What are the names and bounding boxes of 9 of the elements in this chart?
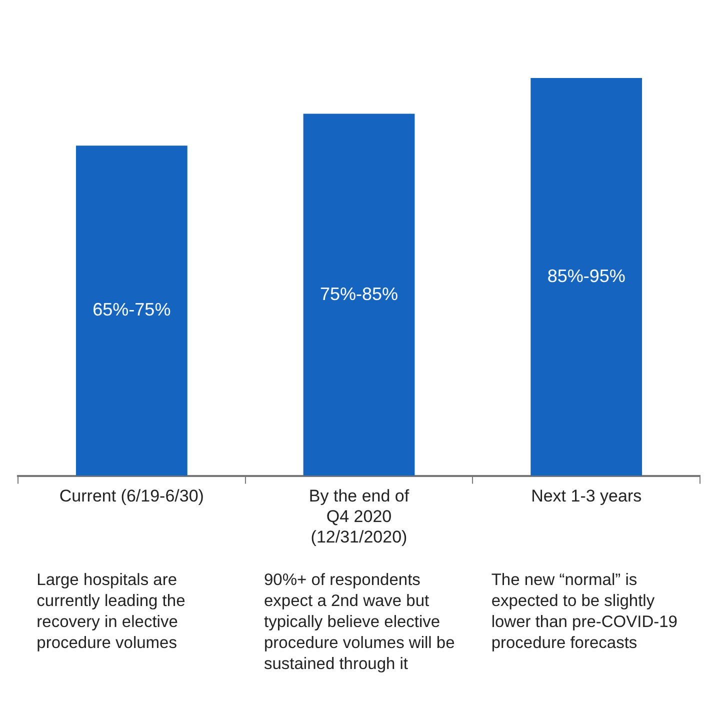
x-tick-label: Current (6/19-6/30) [59,486,204,506]
x-tick-label: By the end of Q4 2020 (12/31/2020) [308,486,410,546]
text: Large hospitals are currently leading the recovery in elective procedure volumes [36,570,186,654]
annotation: 85%-95% [547,266,626,286]
annotation: 75%-85% [320,284,398,304]
annotation: 65%-75% [92,300,171,320]
text: The new “normal” is expected to be slightly lower than pre-COVID-19 procedure forecasts [491,570,678,654]
text: 90%+ of respondents expect a 2nd wave but typically believe elective procedure volumes will be sustained through it [264,570,456,675]
x-tick-label: Next 1-3 years [531,486,642,506]
